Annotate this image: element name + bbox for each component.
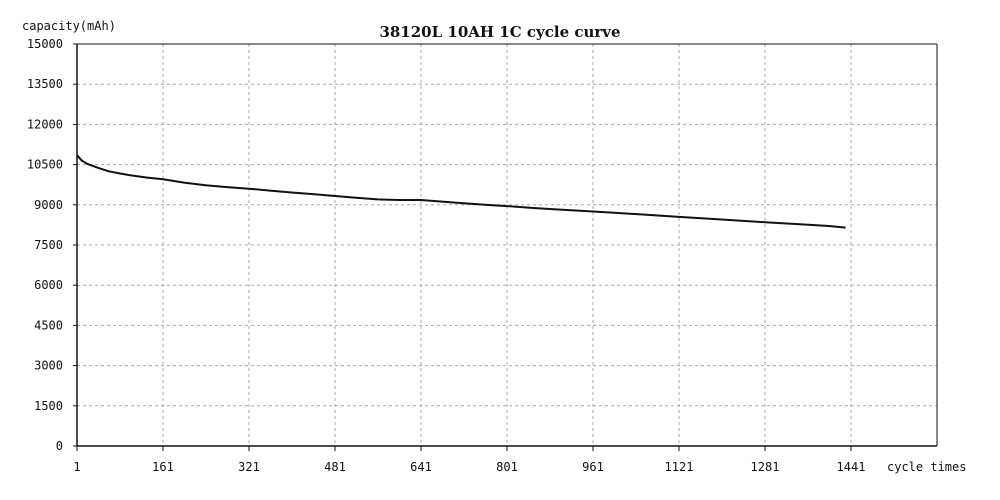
axes <box>73 43 938 451</box>
series-layer <box>76 154 846 229</box>
y-axis-label: capacity(mAh) <box>22 19 116 33</box>
y-tick-label: 12000 <box>27 117 63 131</box>
y-tick-label: 4500 <box>34 318 63 332</box>
x-tick-label: 1441 <box>837 460 866 474</box>
x-tick-label: 1281 <box>751 460 780 474</box>
y-tick-label: 13500 <box>27 77 63 91</box>
y-tick-label: 9000 <box>34 198 63 212</box>
x-tick-label: 161 <box>152 460 174 474</box>
x-tick-label: 961 <box>582 460 604 474</box>
grid <box>77 44 937 446</box>
y-tick-label: 15000 <box>27 37 63 51</box>
y-tick-label: 0 <box>56 439 63 453</box>
y-tick-label: 3000 <box>34 359 63 373</box>
x-tick-label: 321 <box>238 460 260 474</box>
y-tick-label: 1500 <box>34 399 63 413</box>
x-tick-label: 801 <box>496 460 518 474</box>
series-line <box>76 154 846 229</box>
y-tick-label: 7500 <box>34 238 63 252</box>
x-tick-label: 641 <box>410 460 432 474</box>
x-axis-label: cycle times <box>887 460 966 474</box>
x-tick-label: 481 <box>324 460 346 474</box>
y-tick-label: 6000 <box>34 278 63 292</box>
x-tick-label: 1 <box>73 460 80 474</box>
y-tick-label: 10500 <box>27 158 63 172</box>
chart-title: 38120L 10AH 1C cycle curve <box>379 23 620 41</box>
tick-labels: 0 1500 3000 4500 6000 7500 9000 10500 12000 13500… <box>27 37 866 474</box>
x-tick-label: 1121 <box>665 460 694 474</box>
